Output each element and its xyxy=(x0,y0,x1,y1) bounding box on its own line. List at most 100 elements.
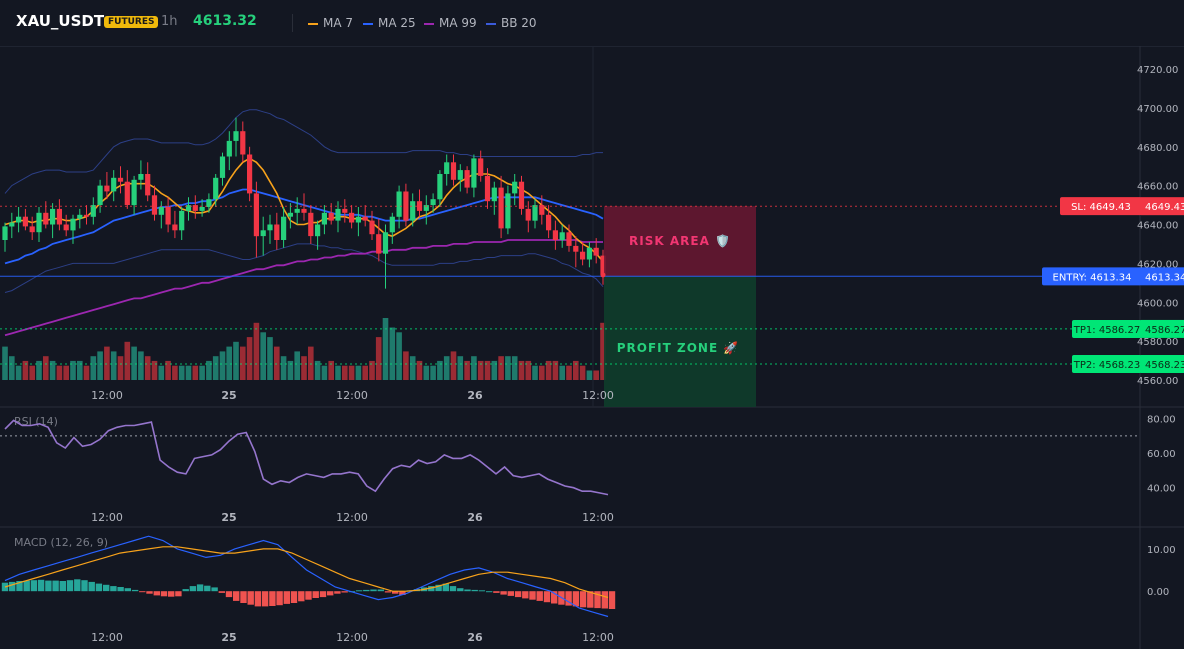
level-tag-1: ENTRY: 4613.34 xyxy=(1053,272,1132,283)
macd-histogram-bar xyxy=(16,581,23,592)
volume-bar xyxy=(2,346,8,380)
candle-body xyxy=(423,205,429,211)
candle-body xyxy=(580,251,586,260)
volume-bar xyxy=(505,356,511,380)
macd-histogram-bar xyxy=(522,591,529,599)
volume-bar xyxy=(362,365,368,380)
macd-histogram-bar xyxy=(327,591,334,596)
macd-histogram-bar xyxy=(103,584,110,592)
rsi-time-tick: 12:00 xyxy=(582,511,614,524)
macd-histogram-bar xyxy=(399,591,406,595)
macd-histogram-bar xyxy=(9,581,16,592)
chart-header: XAU_USDT FUTURES 1h 4613.32 MA 7 MA 25 M… xyxy=(0,0,1184,47)
candle-body xyxy=(253,193,259,237)
volume-bar xyxy=(131,346,137,380)
macd-histogram-bar xyxy=(146,591,153,594)
time-tick: 26 xyxy=(467,389,483,402)
candle-body xyxy=(328,212,334,221)
macd-histogram-bar xyxy=(110,586,117,592)
legend-ma7[interactable]: MA 7 xyxy=(308,16,353,30)
volume-bar xyxy=(369,360,375,380)
macd-histogram-bar xyxy=(435,584,442,592)
macd-histogram-bar xyxy=(30,580,38,592)
macd-histogram-bar xyxy=(124,588,131,592)
macd-histogram-bar xyxy=(218,591,225,593)
candle-body xyxy=(518,181,525,209)
candle-body xyxy=(546,214,552,231)
candle-body xyxy=(539,205,545,215)
candles[interactable] xyxy=(2,117,606,289)
macd-histogram-bar xyxy=(514,591,522,598)
price-tick: 4580.00 xyxy=(1137,337,1178,348)
macd-tick: 0.00 xyxy=(1147,587,1169,598)
macd-histogram-bar xyxy=(305,591,312,600)
candle-body xyxy=(532,205,538,221)
last-price: 4613.32 xyxy=(193,13,257,29)
volume-bar xyxy=(117,356,124,380)
macd-histogram-bar xyxy=(471,589,478,592)
volume-bar xyxy=(212,356,219,380)
macd-histogram-bar xyxy=(370,589,377,592)
header-divider xyxy=(292,14,293,32)
candle-body xyxy=(396,191,402,217)
grid-layer xyxy=(0,46,1184,649)
candle-body xyxy=(63,224,69,231)
macd-pane[interactable]: MACD (12, 26, 9) 10.00 0.00 12:00 25 12:00 26 1… xyxy=(1,535,1176,644)
rsi-pane[interactable]: RSI (14) 80.00 60.00 40.00 12:00 25 12:00 26 12:… xyxy=(0,415,1176,524)
volume-bar xyxy=(545,360,552,380)
price-tick: 4560.00 xyxy=(1137,376,1178,387)
macd-histogram-bar xyxy=(587,591,594,608)
volume-bar xyxy=(77,360,83,380)
legend-ma25[interactable]: MA 25 xyxy=(363,16,416,30)
macd-histogram-bar xyxy=(464,589,471,592)
legend-bb20[interactable]: BB 20 xyxy=(486,16,537,30)
rsi-tick: 60.00 xyxy=(1147,449,1176,460)
candle-body xyxy=(206,199,212,207)
macd-histogram-bar xyxy=(131,589,139,592)
volume-bar xyxy=(457,356,464,380)
price-axis-tag-box-3 xyxy=(1141,355,1184,374)
macd-histogram-bar xyxy=(283,591,290,604)
volume-bar xyxy=(375,337,382,380)
volume-bar xyxy=(498,356,504,380)
rsi-title: RSI (14) xyxy=(14,415,58,428)
macd-histogram-bar xyxy=(95,583,103,592)
volume-bar xyxy=(566,365,572,380)
volume-bar xyxy=(63,365,69,380)
legend-swatch-ma99 xyxy=(424,22,434,25)
symbol-name[interactable]: XAU_USDT xyxy=(16,12,105,30)
candle-body xyxy=(151,195,158,215)
candle-body xyxy=(36,212,42,233)
candle-body xyxy=(369,220,375,235)
candle-body xyxy=(219,156,226,178)
macd-histogram-bar xyxy=(59,581,66,592)
volume-bar xyxy=(185,365,192,380)
volume-bar xyxy=(321,365,328,380)
candle-body xyxy=(192,205,198,211)
candle-body xyxy=(124,181,130,205)
candle-body xyxy=(512,181,518,194)
macd-histogram-bar xyxy=(298,591,305,602)
macd-histogram-bar xyxy=(355,590,363,592)
volume-bar xyxy=(138,351,144,380)
candle-body xyxy=(437,174,443,200)
candle-body xyxy=(145,174,151,196)
timeframe-label[interactable]: 1h xyxy=(161,14,178,29)
candle-body xyxy=(185,205,192,211)
candle-body xyxy=(247,154,253,194)
volume-bar xyxy=(539,365,545,380)
candle-body xyxy=(165,207,171,225)
volume-bar xyxy=(158,365,165,380)
volume-bar xyxy=(525,360,532,380)
candle-body xyxy=(104,185,110,192)
price-tick: 4600.00 xyxy=(1137,298,1178,309)
legend-ma99[interactable]: MA 99 xyxy=(424,16,477,30)
candle-body xyxy=(131,179,137,206)
candle-body xyxy=(389,216,395,233)
candle-body xyxy=(464,170,470,188)
volume-bar xyxy=(389,327,396,380)
volume-bar xyxy=(104,346,110,380)
candle-body xyxy=(430,199,436,205)
candle-body xyxy=(382,232,389,254)
